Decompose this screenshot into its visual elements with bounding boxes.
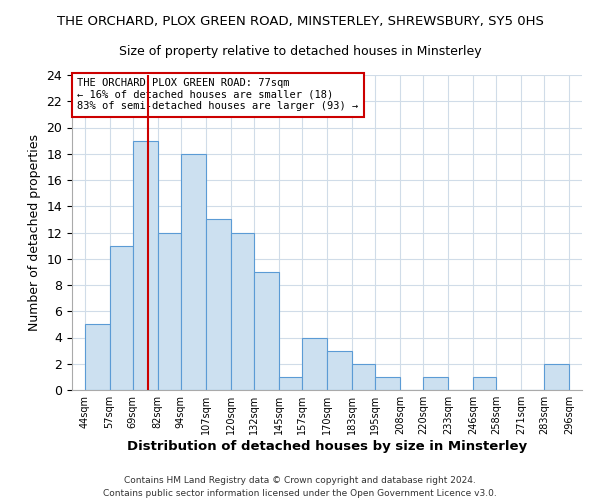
Text: THE ORCHARD PLOX GREEN ROAD: 77sqm
← 16% of detached houses are smaller (18)
83%: THE ORCHARD PLOX GREEN ROAD: 77sqm ← 16%… [77, 78, 358, 112]
Bar [327, 350, 352, 390]
Bar [473, 377, 496, 390]
Bar [302, 338, 327, 390]
Text: Size of property relative to detached houses in Minsterley: Size of property relative to detached ho… [119, 45, 481, 58]
Bar [544, 364, 569, 390]
Text: THE ORCHARD, PLOX GREEN ROAD, MINSTERLEY, SHREWSBURY, SY5 0HS: THE ORCHARD, PLOX GREEN ROAD, MINSTERLEY… [56, 15, 544, 28]
Y-axis label: Number of detached properties: Number of detached properties [28, 134, 41, 331]
Bar [85, 324, 110, 390]
Bar [110, 246, 133, 390]
Text: Contains HM Land Registry data © Crown copyright and database right 2024.: Contains HM Land Registry data © Crown c… [124, 476, 476, 485]
Bar [231, 232, 254, 390]
Bar [375, 377, 400, 390]
Bar [206, 220, 231, 390]
Text: Contains public sector information licensed under the Open Government Licence v3: Contains public sector information licen… [103, 488, 497, 498]
Bar [352, 364, 375, 390]
Bar [279, 377, 302, 390]
Bar [181, 154, 206, 390]
Bar [133, 140, 158, 390]
Bar [158, 232, 181, 390]
X-axis label: Distribution of detached houses by size in Minsterley: Distribution of detached houses by size … [127, 440, 527, 453]
Bar [254, 272, 279, 390]
Bar [423, 377, 448, 390]
